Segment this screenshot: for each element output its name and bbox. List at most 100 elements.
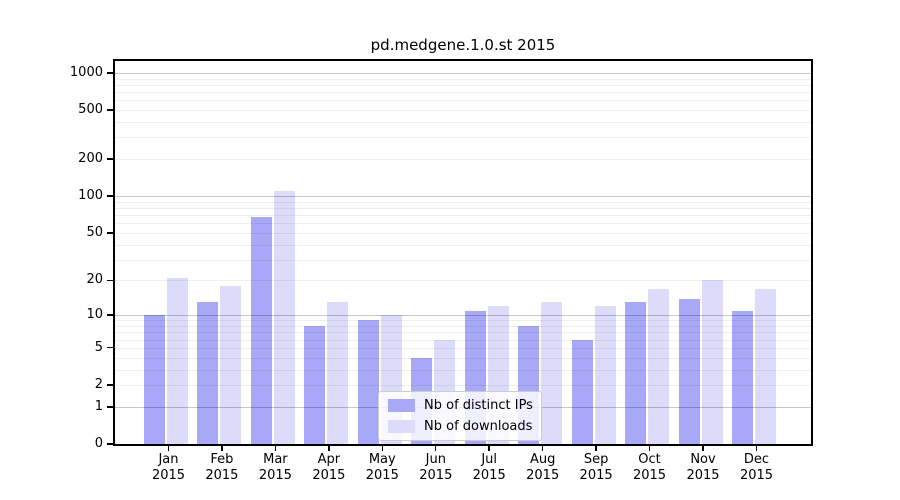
x-tick-label-may: May 2015 (365, 452, 399, 483)
x-tick-label-feb: Feb 2015 (205, 452, 239, 483)
bar-downloads (648, 288, 670, 444)
y-tick-label: 20 (86, 272, 103, 288)
gridline-minor (115, 320, 811, 322)
gridline-major (115, 72, 811, 75)
y-tick-mark (107, 384, 113, 386)
chart-title: pd.medgene.1.0.st 2015 (370, 36, 556, 54)
gridline-major (115, 315, 811, 317)
gridline-minor (115, 369, 811, 371)
x-tick-mark (221, 446, 223, 451)
bar-distinct-ips (678, 298, 700, 444)
bar-distinct-ips (250, 217, 272, 444)
gridline-minor (115, 385, 811, 386)
y-tick-mark (107, 109, 113, 111)
gridline-minor (115, 215, 811, 216)
y-tick-mark (107, 443, 113, 445)
bar-distinct-ips (197, 302, 219, 444)
x-tick-label-jul: Jul 2015 (472, 452, 506, 483)
y-tick-mark (107, 158, 113, 160)
y-tick-label: 2 (94, 377, 103, 392)
gridline-minor (115, 280, 811, 282)
x-tick-mark (648, 446, 651, 451)
legend-label-distinct-ips: Nb of distinct IPs (424, 398, 533, 413)
legend-item-downloads: Nb of downloads (388, 419, 532, 434)
bar-downloads (701, 280, 723, 444)
bar-downloads (327, 302, 349, 444)
y-tick-mark (107, 72, 113, 74)
gridline-minor (115, 347, 811, 349)
gridline-minor (115, 232, 811, 234)
bar-downloads (594, 306, 616, 444)
y-tick-mark (107, 406, 113, 408)
y-tick-label: 200 (78, 151, 103, 167)
x-tick-mark (434, 446, 437, 451)
bar-distinct-ips (731, 310, 753, 444)
x-tick-label-apr: Apr 2015 (312, 452, 346, 483)
gridline-minor (115, 207, 811, 209)
x-tick-label-sep: Sep 2015 (579, 452, 613, 483)
x-tick-mark (488, 446, 490, 451)
x-tick-mark (328, 446, 330, 451)
legend-item-distinct-ips: Nb of distinct IPs (388, 398, 533, 413)
y-tick-label: 1000 (69, 64, 103, 80)
bar-downloads (273, 191, 295, 444)
y-tick-mark (107, 279, 113, 282)
x-tick-mark (702, 446, 704, 451)
bar-distinct-ips (144, 315, 165, 444)
x-tick-label-jan: Jan 2015 (151, 452, 186, 483)
gridline-minor (115, 244, 811, 246)
y-tick-label: 0 (94, 436, 103, 451)
gridline-minor (115, 100, 811, 102)
gridline-minor (115, 259, 811, 261)
x-tick-label-aug: Aug 2015 (526, 452, 560, 483)
bar-downloads (754, 288, 776, 444)
gridline-minor (115, 159, 811, 161)
gridline-minor (115, 223, 811, 225)
bar-downloads (541, 302, 563, 444)
y-tick-mark (107, 346, 113, 349)
y-tick-label: 10 (86, 307, 103, 323)
x-tick-mark (541, 446, 544, 451)
x-tick-mark (274, 446, 277, 451)
legend-swatch-distinct-ips (388, 399, 415, 412)
bar-downloads (167, 277, 188, 444)
x-tick-mark (381, 446, 384, 451)
y-tick-label: 100 (78, 188, 103, 204)
y-tick-label: 5 (94, 339, 103, 355)
gridline-minor (115, 357, 811, 359)
x-tick-mark (755, 446, 758, 451)
plot-area (115, 61, 811, 444)
gridline-minor (115, 84, 811, 86)
y-tick-label: 50 (86, 224, 103, 240)
legend-swatch-downloads (388, 420, 415, 433)
gridline-minor (115, 122, 811, 123)
gridline-minor (115, 201, 811, 203)
bar-distinct-ips (625, 302, 647, 444)
x-tick-mark (595, 446, 597, 451)
bar-distinct-ips (357, 320, 379, 444)
x-tick-mark (167, 446, 170, 451)
gridline-minor (115, 78, 811, 80)
x-tick-label-jun: Jun 2015 (419, 452, 453, 483)
bar-distinct-ips (304, 326, 326, 444)
gridline-minor (115, 92, 811, 93)
gridline-minor (115, 326, 811, 327)
x-tick-label-dec: Dec 2015 (739, 452, 774, 483)
gridline-minor (115, 339, 811, 341)
x-tick-label-nov: Nov 2015 (686, 452, 720, 483)
gridline-major (115, 196, 811, 198)
y-tick-mark (107, 232, 113, 234)
x-tick-label-mar: Mar 2015 (258, 452, 292, 483)
x-tick-label-oct: Oct 2015 (632, 452, 667, 483)
y-tick-mark (107, 195, 113, 197)
y-tick-label: 1 (94, 398, 103, 414)
gridline-minor (115, 110, 811, 111)
gridline-minor (115, 137, 811, 139)
legend-label-downloads: Nb of downloads (424, 419, 533, 434)
bar-downloads (220, 285, 242, 444)
gridline-minor (115, 332, 811, 334)
y-tick-label: 500 (78, 102, 103, 117)
legend: Nb of distinct IPs Nb of downloads (378, 391, 542, 441)
y-tick-mark (107, 314, 113, 316)
